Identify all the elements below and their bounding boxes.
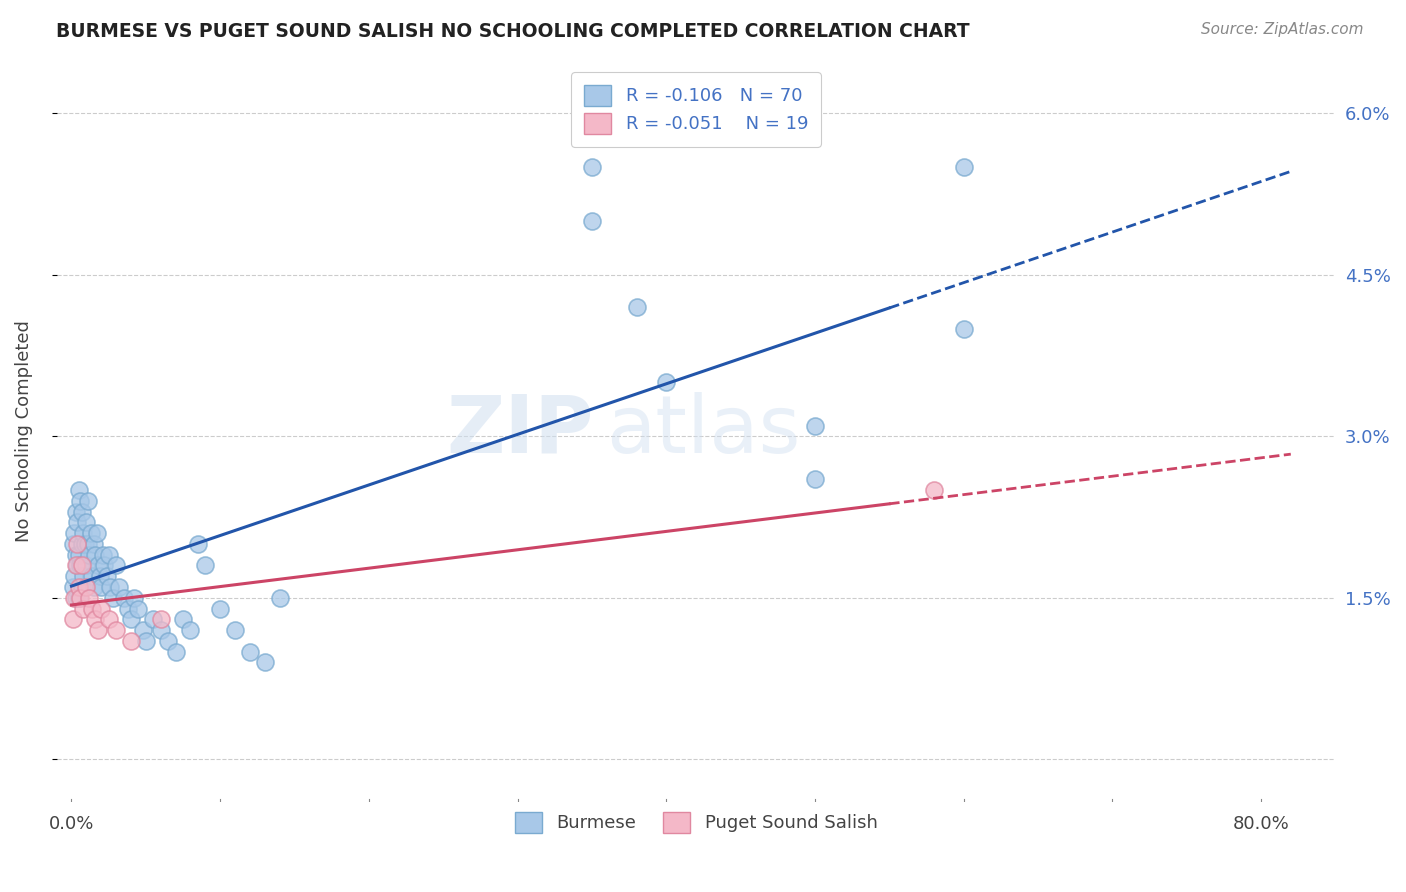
- Point: [67, 591, 90, 605]
- Point: [187, 537, 209, 551]
- Point: [65, 591, 87, 605]
- Point: [179, 623, 201, 637]
- Point: [79, 591, 101, 605]
- Point: [87, 558, 110, 573]
- Point: [67, 580, 90, 594]
- Point: [67, 483, 90, 497]
- Point: [135, 633, 157, 648]
- Point: [67, 548, 90, 562]
- Point: [108, 580, 131, 594]
- Point: [149, 612, 172, 626]
- Point: [804, 418, 827, 433]
- Point: [581, 160, 603, 174]
- Y-axis label: No Schooling Completed: No Schooling Completed: [15, 320, 32, 541]
- Point: [62, 537, 84, 551]
- Point: [952, 321, 974, 335]
- Point: [70, 580, 93, 594]
- Point: [142, 612, 165, 626]
- Text: Source: ZipAtlas.com: Source: ZipAtlas.com: [1201, 22, 1364, 37]
- Point: [96, 569, 118, 583]
- Point: [804, 472, 827, 486]
- Point: [157, 633, 180, 648]
- Point: [132, 623, 155, 637]
- Point: [69, 591, 91, 605]
- Point: [65, 505, 87, 519]
- Point: [97, 612, 120, 626]
- Point: [76, 537, 98, 551]
- Legend: Burmese, Puget Sound Salish: Burmese, Puget Sound Salish: [502, 799, 890, 846]
- Point: [90, 601, 112, 615]
- Point: [112, 591, 135, 605]
- Point: [98, 580, 121, 594]
- Point: [65, 558, 87, 573]
- Point: [66, 537, 89, 551]
- Point: [63, 591, 86, 605]
- Point: [75, 558, 97, 573]
- Point: [209, 601, 232, 615]
- Point: [91, 548, 114, 562]
- Point: [922, 483, 945, 497]
- Point: [73, 537, 96, 551]
- Point: [194, 558, 217, 573]
- Point: [224, 623, 246, 637]
- Point: [72, 526, 94, 541]
- Point: [122, 591, 145, 605]
- Point: [90, 580, 112, 594]
- Point: [75, 580, 97, 594]
- Point: [149, 623, 172, 637]
- Text: atlas: atlas: [606, 392, 801, 470]
- Point: [105, 558, 128, 573]
- Point: [172, 612, 194, 626]
- Point: [655, 376, 678, 390]
- Point: [72, 569, 94, 583]
- Point: [89, 569, 111, 583]
- Point: [70, 505, 93, 519]
- Point: [165, 644, 187, 658]
- Point: [80, 526, 103, 541]
- Point: [76, 494, 98, 508]
- Point: [127, 601, 149, 615]
- Point: [66, 558, 89, 573]
- Point: [105, 623, 128, 637]
- Point: [83, 580, 105, 594]
- Point: [63, 526, 86, 541]
- Point: [72, 601, 94, 615]
- Point: [84, 548, 107, 562]
- Point: [239, 644, 262, 658]
- Point: [86, 526, 108, 541]
- Point: [66, 516, 89, 530]
- Point: [83, 537, 105, 551]
- Point: [117, 601, 139, 615]
- Point: [120, 633, 142, 648]
- Point: [82, 601, 104, 615]
- Point: [70, 537, 93, 551]
- Point: [79, 548, 101, 562]
- Point: [69, 558, 91, 573]
- Point: [253, 656, 276, 670]
- Text: BURMESE VS PUGET SOUND SALISH NO SCHOOLING COMPLETED CORRELATION CHART: BURMESE VS PUGET SOUND SALISH NO SCHOOLI…: [56, 22, 970, 41]
- Point: [82, 569, 104, 583]
- Point: [581, 214, 603, 228]
- Point: [120, 612, 142, 626]
- Point: [62, 612, 84, 626]
- Point: [62, 580, 84, 594]
- Point: [626, 300, 648, 314]
- Point: [93, 558, 115, 573]
- Point: [952, 160, 974, 174]
- Point: [63, 569, 86, 583]
- Point: [75, 516, 97, 530]
- Text: ZIP: ZIP: [447, 392, 593, 470]
- Point: [101, 591, 124, 605]
- Point: [70, 558, 93, 573]
- Point: [84, 612, 107, 626]
- Point: [97, 548, 120, 562]
- Point: [87, 623, 110, 637]
- Point: [269, 591, 291, 605]
- Point: [65, 548, 87, 562]
- Point: [69, 494, 91, 508]
